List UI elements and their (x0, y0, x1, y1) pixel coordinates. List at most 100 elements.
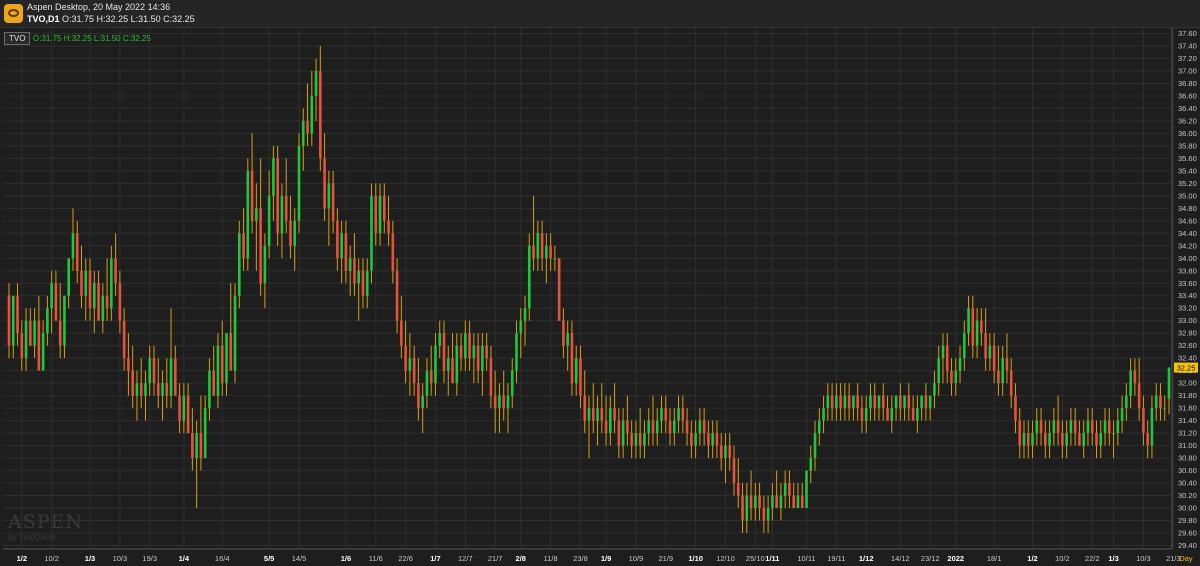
x-tick-label: 12/10 (716, 554, 735, 563)
candle-body (353, 258, 356, 284)
candle-body (7, 295, 11, 346)
candle-body (301, 120, 305, 146)
x-tick-label: 10/2 (1055, 554, 1070, 563)
y-tick-label: 33.80 (1178, 266, 1197, 275)
candle-body (660, 408, 663, 421)
candle-body (267, 195, 271, 246)
x-tick-label: 22/2 (1085, 554, 1100, 563)
candle-body (387, 220, 390, 234)
candle-body (822, 408, 825, 421)
y-tick-label: 35.60 (1178, 154, 1197, 163)
candle-body (920, 395, 923, 409)
candle-body (476, 345, 480, 371)
candle-body (1005, 358, 1009, 371)
y-tick-label: 30.60 (1178, 466, 1197, 475)
candle-body (263, 245, 267, 284)
y-tick-label: 37.40 (1178, 41, 1197, 50)
candle-body (766, 508, 770, 521)
candle-body (506, 395, 510, 409)
x-tick-label: 22/6 (398, 554, 413, 563)
candle-body (336, 220, 339, 259)
candle-body (527, 245, 531, 309)
candle-body (826, 395, 830, 409)
candle-body (553, 258, 557, 260)
y-tick-label: 29.40 (1178, 541, 1197, 550)
candle-body (46, 308, 49, 334)
y-tick-label: 32.80 (1178, 329, 1197, 338)
y-tick-label: 37.20 (1178, 54, 1197, 63)
candle-body (532, 245, 535, 259)
candle-body (20, 333, 24, 359)
candle-body (71, 233, 75, 259)
candle-body (191, 433, 194, 459)
candle-body (788, 483, 791, 496)
candle-body (813, 433, 817, 459)
candle-body (250, 170, 254, 221)
candle-body (289, 220, 292, 246)
x-tick-label: 10/3 (113, 554, 128, 563)
candle-body (800, 495, 804, 509)
candle-body (29, 320, 32, 346)
candle-body (1142, 408, 1145, 434)
y-tick-label: 31.20 (1178, 429, 1197, 438)
candle-body (1044, 433, 1047, 446)
candle-body (429, 370, 433, 384)
candle-body (1090, 420, 1094, 434)
x-tick-label: 14/12 (891, 554, 910, 563)
candle-body (1125, 395, 1128, 409)
y-tick-label: 33.60 (1178, 279, 1197, 288)
candle-body (894, 395, 898, 409)
candle-body (408, 358, 412, 371)
y-tick-label: 35.20 (1178, 179, 1197, 188)
y-tick-label: 31.80 (1178, 391, 1197, 400)
candle-body (852, 395, 855, 409)
x-tick-label: 1/6 (341, 554, 351, 563)
candle-body (745, 495, 749, 521)
candle-body (63, 295, 66, 346)
candle-body (152, 358, 156, 384)
candle-body (216, 345, 220, 396)
y-tick-label: 33.40 (1178, 291, 1197, 300)
y-tick-label: 36.00 (1178, 129, 1197, 138)
candle-body (933, 383, 936, 396)
candle-body (110, 258, 113, 309)
candle-body (97, 283, 100, 321)
candle-body (1009, 370, 1013, 396)
candle-body (984, 333, 987, 359)
legend-symbol[interactable]: TVO (4, 32, 31, 45)
y-tick-label: 30.00 (1178, 504, 1197, 513)
x-tick-label: 1/7 (430, 554, 440, 563)
candle-body (570, 333, 574, 384)
x-tick-label: 2022 (947, 554, 964, 563)
candle-body (365, 270, 369, 296)
candle-body (1099, 433, 1103, 446)
candle-body (928, 395, 932, 409)
candle-body (404, 345, 407, 371)
x-tick-label: 5/5 (264, 554, 274, 563)
candle-body (690, 433, 693, 446)
title-bar: Aspen Desktop, 20 May 2022 14:36 TVO,D1 … (0, 0, 1200, 28)
candle-body (1026, 433, 1030, 446)
candle-body (122, 320, 126, 359)
candle-body (754, 495, 757, 509)
quote-ohlc: O:31.75 H:32.25 L:31.50 C:32.25 (62, 14, 195, 24)
candle-body (464, 333, 467, 359)
candle-body (707, 433, 710, 446)
candle-body (860, 408, 864, 421)
x-tick-label: 1/3 (1108, 554, 1118, 563)
candle-body (284, 195, 288, 221)
candle-body (50, 283, 53, 309)
x-tick-label: 11/6 (369, 554, 383, 563)
candle-body (523, 308, 527, 321)
candle-body (331, 183, 335, 221)
x-tick-label: 1/3 (85, 554, 95, 563)
candle-body (975, 320, 979, 346)
candle-body (84, 270, 88, 296)
candle-body (830, 395, 834, 409)
candle-body (446, 358, 450, 371)
candle-body (890, 408, 894, 421)
candle-body (1129, 370, 1132, 396)
candle-body (54, 283, 58, 321)
candle-body (127, 358, 130, 371)
